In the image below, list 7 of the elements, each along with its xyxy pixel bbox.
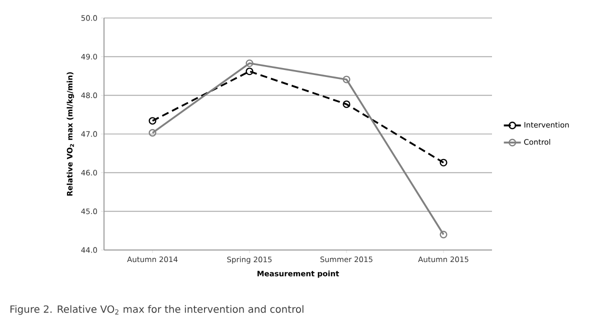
point bbox=[246, 68, 254, 76]
point bbox=[342, 76, 350, 84]
point bbox=[342, 100, 350, 108]
point bbox=[440, 158, 448, 166]
caption: Figure 2. Relative VO$_{2}$ max for the intervention and control bbox=[10, 305, 304, 315]
point bbox=[148, 117, 156, 125]
point bbox=[246, 59, 254, 68]
